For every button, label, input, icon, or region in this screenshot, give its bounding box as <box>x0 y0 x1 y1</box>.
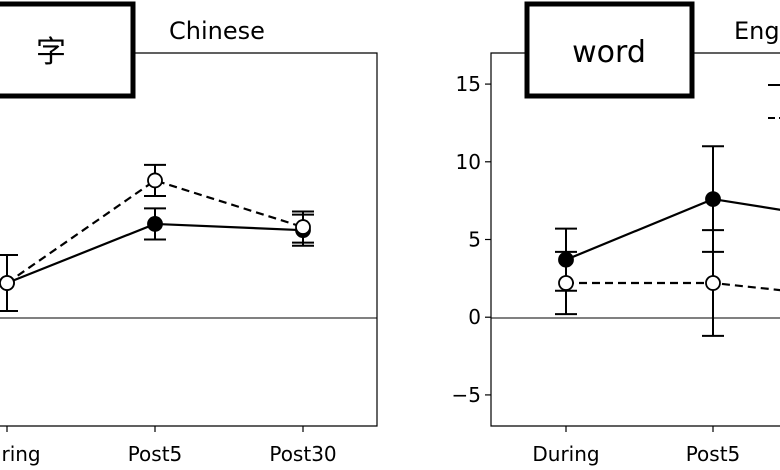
x-ticks: During Post5 Post30 <box>0 426 337 466</box>
data-point-open <box>295 219 311 235</box>
x-tick-label: Post5 <box>686 442 741 466</box>
chart-panel-chinese: During Post5 Post30 Chinese 字 <box>0 1 378 466</box>
y-tick-label: 0 <box>468 305 481 329</box>
data-point-open <box>147 172 163 189</box>
label-box <box>524 1 695 99</box>
axes-frame <box>490 52 780 427</box>
y-ticks: 15 10 5 0 −5 <box>452 72 491 407</box>
box-label: word <box>572 35 646 70</box>
series-line-dashed <box>566 281 780 292</box>
chart-title: Eng <box>734 17 780 45</box>
data-point-open <box>558 275 574 291</box>
box-label: 字 <box>36 35 66 70</box>
data-point-filled <box>558 251 574 268</box>
x-tick-label: Post5 <box>128 442 183 466</box>
x-ticks: During Post5 <box>532 426 740 466</box>
x-tick-label: During <box>532 442 599 466</box>
chart-panel-english: 15 10 5 0 −5 During Post5 Eng word <box>452 1 780 466</box>
data-point-open <box>0 275 15 291</box>
x-tick-label: During <box>0 442 41 466</box>
marks-layer <box>555 145 780 337</box>
axes-frame <box>0 52 378 427</box>
data-point-open <box>705 275 721 291</box>
data-point-filled <box>147 216 163 232</box>
marks-layer <box>0 163 314 312</box>
chart-title: Chinese <box>169 17 265 45</box>
y-tick-label: −5 <box>452 383 481 407</box>
y-tick-label: 10 <box>456 150 481 174</box>
x-tick-label: Post30 <box>269 442 336 466</box>
series-line-solid <box>565 197 780 261</box>
label-box <box>0 1 136 99</box>
y-tick-label: 5 <box>468 228 481 252</box>
data-point-filled <box>705 191 721 207</box>
y-tick-label: 15 <box>456 72 481 96</box>
